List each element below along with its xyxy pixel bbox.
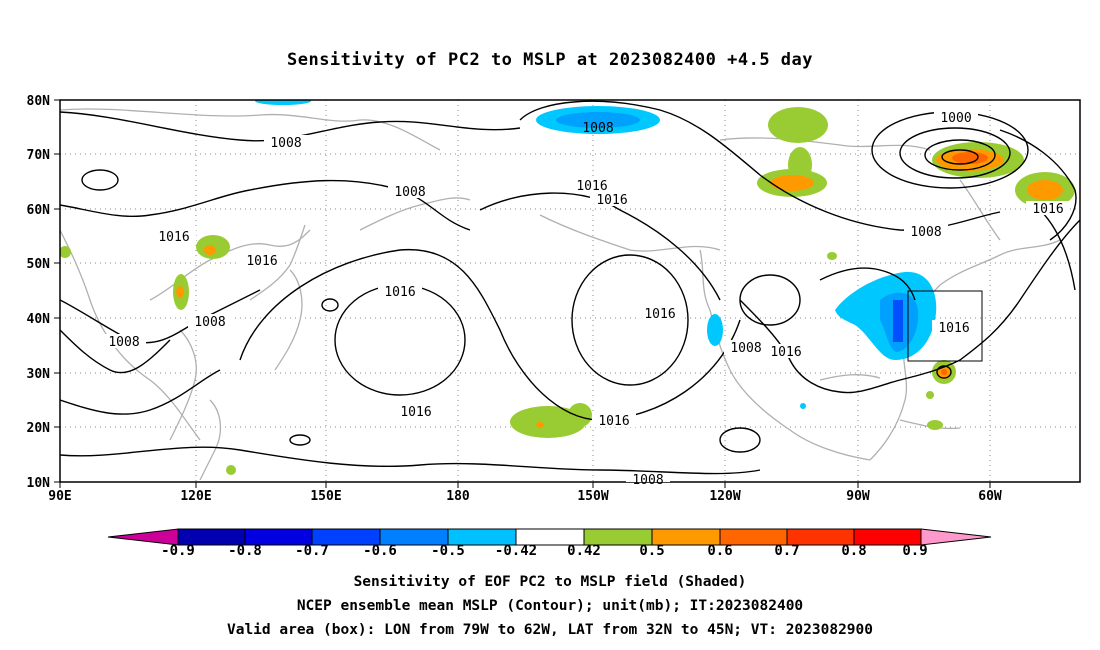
lon-label: 150W xyxy=(577,489,608,504)
contour-label: 1016 xyxy=(598,414,629,429)
contour-label: 1008 xyxy=(582,121,613,136)
colorbar xyxy=(107,528,992,546)
lat-label: 40N xyxy=(27,312,51,327)
longitude-labels: 90E 120E 150E 180 150W 120W 90W 60W xyxy=(48,489,1002,504)
colorbar-label: 0.6 xyxy=(707,543,733,559)
contour-label: 1016 xyxy=(938,321,969,336)
contour-label: 1008 xyxy=(730,341,761,356)
map-contents xyxy=(60,100,1080,482)
chart-title: Sensitivity of PC2 to MSLP at 2023082400… xyxy=(286,50,813,70)
contour-label: 1016 xyxy=(1032,202,1063,217)
caption-contour: NCEP ensemble mean MSLP (Contour); unit(… xyxy=(296,598,804,614)
caption-shading: Sensitivity of EOF PC2 to MSLP field (Sh… xyxy=(353,574,747,590)
mslp-contours xyxy=(60,100,1080,475)
contour-label: 1016 xyxy=(770,345,801,360)
latitude-labels: 80N 70N 60N 50N 40N 30N 20N 10N xyxy=(27,94,51,491)
lon-label: 120E xyxy=(180,489,211,504)
lon-label: 180 xyxy=(446,489,470,504)
colorbar-label: 0.9 xyxy=(902,543,928,559)
contour-labels: 1008 1008 1008 1000 1016 1016 1016 1016 … xyxy=(102,110,1070,488)
contour-label: 1016 xyxy=(596,193,627,208)
lon-label: 90E xyxy=(48,489,71,504)
contour-label: 1008 xyxy=(394,185,425,200)
colorbar-label: 0.42 xyxy=(567,543,601,559)
colorbar-label: 0.5 xyxy=(639,543,665,559)
contour-label: 1008 xyxy=(910,225,941,240)
colorbar-label: -0.8 xyxy=(228,543,262,559)
contour-label: 1016 xyxy=(644,307,675,322)
colorbar-label: -0.7 xyxy=(295,543,329,559)
map-frame xyxy=(59,99,1081,483)
contour-label: 1000 xyxy=(940,111,971,126)
lon-label: 60W xyxy=(978,489,1002,504)
axis-ticks xyxy=(54,99,991,488)
lat-label: 80N xyxy=(27,94,51,109)
lat-label: 10N xyxy=(27,476,51,491)
contour-label: 1008 xyxy=(270,136,301,151)
contour-label: 1008 xyxy=(108,335,139,350)
valid-area-box xyxy=(907,290,983,362)
lat-label: 30N xyxy=(27,367,51,382)
lon-label: 150E xyxy=(310,489,341,504)
lon-label: 120W xyxy=(709,489,740,504)
lon-label: 90W xyxy=(846,489,870,504)
sensitivity-shading xyxy=(60,100,1075,475)
colorbar-label: 0.7 xyxy=(774,543,800,559)
lat-label: 20N xyxy=(27,421,51,436)
contour-label: 1016 xyxy=(158,230,189,245)
lat-label: 60N xyxy=(27,203,51,218)
contour-label: 1016 xyxy=(576,179,607,194)
lat-label: 50N xyxy=(27,257,51,272)
colorbar-label: -0.5 xyxy=(431,543,465,559)
contour-label: 1008 xyxy=(632,473,663,488)
contour-label: 1016 xyxy=(384,285,415,300)
colorbar-label: -0.6 xyxy=(363,543,397,559)
contour-label: 1016 xyxy=(246,254,277,269)
caption-valid-area: Valid area (box): LON from 79W to 62W, L… xyxy=(226,622,873,638)
colorbar-label: -0.42 xyxy=(494,543,538,559)
colorbar-label: -0.9 xyxy=(161,543,195,559)
lat-label: 70N xyxy=(27,148,51,163)
contour-label: 1008 xyxy=(194,315,225,330)
contour-label: 1016 xyxy=(400,405,431,420)
colorbar-label: 0.8 xyxy=(841,543,867,559)
